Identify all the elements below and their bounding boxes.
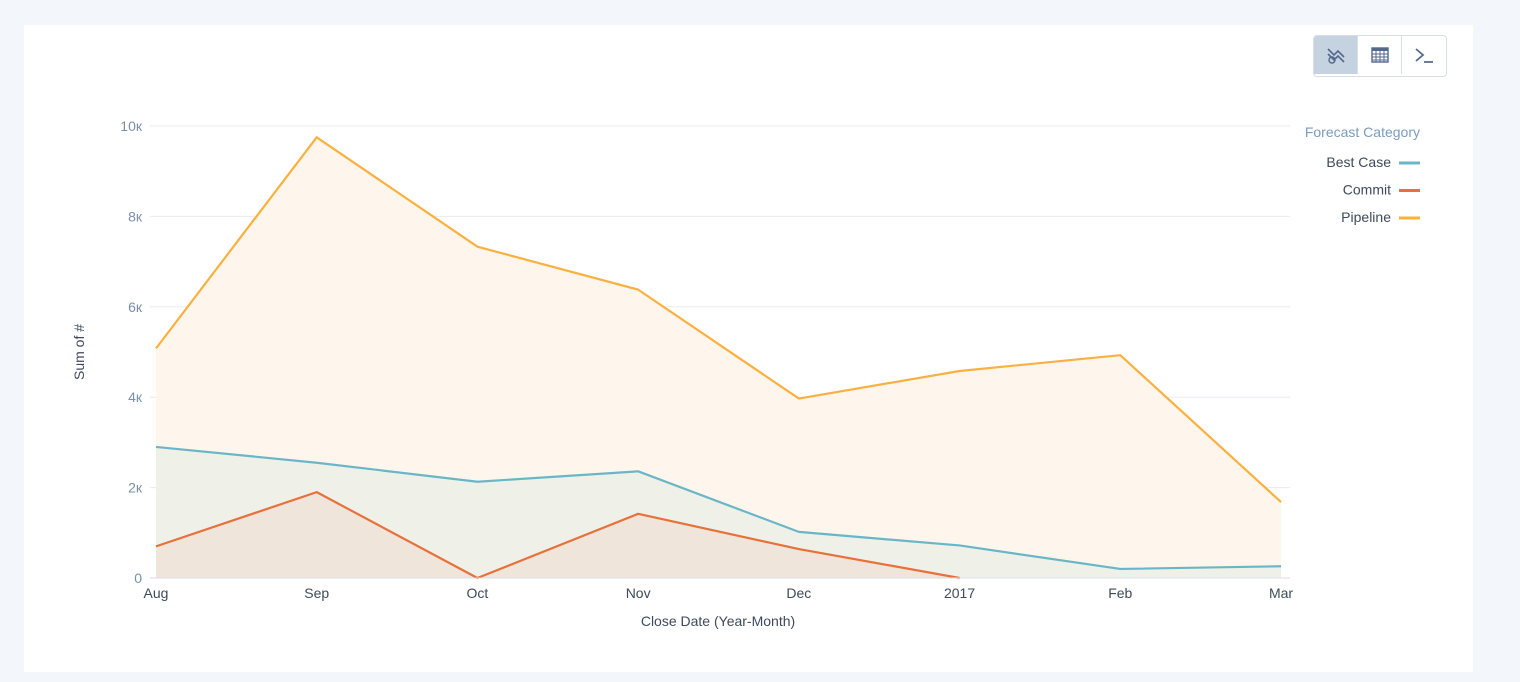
- y-tick-label: 4к: [128, 389, 143, 405]
- query-console-button[interactable]: [1402, 36, 1446, 74]
- x-tick-label: Mar: [1269, 585, 1293, 601]
- data-point[interactable]: [636, 469, 640, 473]
- data-point[interactable]: [797, 530, 801, 534]
- legend-item-commit[interactable]: Commit: [1343, 182, 1391, 198]
- x-tick-label: 2017: [944, 585, 975, 601]
- data-point[interactable]: [797, 547, 801, 551]
- table-icon: [1370, 47, 1389, 63]
- data-point[interactable]: [636, 288, 640, 292]
- x-tick-label: Sep: [304, 585, 329, 601]
- y-tick-label: 10к: [120, 118, 143, 134]
- y-tick-label: 2к: [128, 480, 143, 496]
- data-point[interactable]: [315, 135, 319, 139]
- data-point[interactable]: [1118, 567, 1122, 571]
- x-tick-label: Feb: [1108, 585, 1132, 601]
- y-tick-label: 8к: [128, 208, 143, 224]
- data-point[interactable]: [958, 369, 962, 373]
- data-point[interactable]: [797, 397, 801, 401]
- data-point[interactable]: [154, 544, 158, 548]
- area-fill-commit: [156, 492, 960, 578]
- data-point[interactable]: [475, 245, 479, 249]
- area-fill-pipeline: [156, 137, 1281, 579]
- x-tick-label: Oct: [467, 585, 489, 601]
- data-point[interactable]: [475, 480, 479, 484]
- legend-item-pipeline[interactable]: Pipeline: [1341, 209, 1391, 225]
- x-tick-label: Aug: [144, 585, 169, 601]
- area-fill-best-case: [156, 446, 1281, 578]
- legend-title: Forecast Category: [1305, 124, 1420, 140]
- series-line-commit[interactable]: [155, 491, 960, 580]
- y-tick-label: 6к: [128, 299, 143, 315]
- data-point[interactable]: [315, 461, 319, 465]
- y-tick-label: 0: [134, 570, 142, 586]
- x-axis-title: Close Date (Year-Month): [641, 613, 795, 629]
- data-point[interactable]: [154, 445, 158, 449]
- data-point[interactable]: [636, 512, 640, 516]
- data-point[interactable]: [1118, 353, 1122, 357]
- table-view-button[interactable]: [1358, 36, 1402, 74]
- x-tick-label: Dec: [786, 585, 811, 601]
- legend-item-best-case[interactable]: Best Case: [1326, 154, 1391, 170]
- series-line-best-case[interactable]: [155, 445, 1282, 571]
- series-line-pipeline[interactable]: [155, 136, 1282, 503]
- console-icon: [1415, 48, 1433, 63]
- data-point[interactable]: [154, 346, 158, 350]
- chart-type-button[interactable]: [1314, 36, 1358, 74]
- data-point[interactable]: [315, 490, 319, 494]
- data-point[interactable]: [1279, 500, 1283, 504]
- data-point[interactable]: [1279, 564, 1283, 568]
- data-point[interactable]: [958, 543, 962, 547]
- y-axis-title: Sum of #: [71, 324, 87, 380]
- chart-toolbar: [1313, 35, 1447, 77]
- chart-type-icon: [1326, 48, 1345, 64]
- x-tick-label: Nov: [626, 585, 651, 601]
